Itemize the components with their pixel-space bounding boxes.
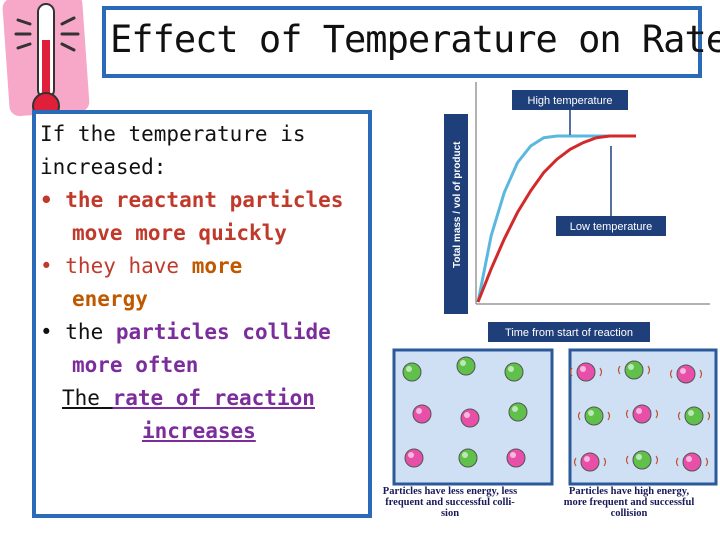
particle-green-shine (628, 364, 634, 370)
particle-pink-shine (580, 366, 586, 372)
motion-lines (625, 455, 659, 465)
body-text: If the temperature is increased: • the r… (40, 118, 370, 448)
caption-low-line-3: sion (440, 508, 460, 519)
particle-green-shine (508, 366, 514, 372)
particle-pink (682, 452, 702, 472)
high-temp-label: High temperature (528, 95, 613, 107)
series-low-line (476, 134, 636, 303)
particle-green (624, 360, 644, 380)
particle-green (632, 450, 652, 470)
intro-line-1: If the temperature is (40, 122, 306, 146)
particle-pink-shine (680, 368, 686, 374)
particle-green (684, 406, 704, 426)
conclusion-line-1: The rate of reaction (40, 382, 370, 415)
particle-green-shine (688, 410, 694, 416)
particle-green (584, 406, 604, 426)
bullet-1-line-1: • the reactant particles (40, 188, 344, 212)
title-frame (102, 6, 702, 78)
y-axis-label: Total mass / vol of product (452, 141, 463, 268)
caption-high-line-3: collision (610, 508, 648, 519)
bullet-3-line-2: more often (72, 353, 199, 377)
caption-low-line-1: Particles have less energy, less (382, 486, 518, 497)
particle-pink-shine (510, 452, 516, 458)
particle-green-shine (636, 454, 642, 460)
particle-pink (676, 364, 696, 384)
particle-pink (580, 452, 600, 472)
bullet-3-line-1: • the particles collide (40, 316, 370, 349)
particle-green-shine (460, 360, 466, 366)
caption-high-line-2: more frequent and successful (563, 497, 695, 508)
rate-chart: Total mass / vol of product High tempera… (444, 82, 710, 342)
particle-green (456, 356, 476, 376)
motion-lines (677, 411, 711, 421)
motion-lines (617, 365, 651, 375)
x-axis-label-box (488, 322, 650, 342)
motion-lines (569, 367, 603, 377)
particle-green (458, 448, 478, 468)
particle-pink-shine (416, 408, 422, 414)
intro-line-2: increased: (40, 155, 167, 179)
particle-green-shine (588, 410, 594, 416)
particle-pink-shine (464, 412, 470, 418)
caption-high-line-1: Particles have high energy, (568, 486, 690, 497)
motion-lines (625, 409, 659, 419)
particle-green (508, 402, 528, 422)
particle-green-shine (512, 406, 518, 412)
particle-pink (576, 362, 596, 382)
particle-green-shine (462, 452, 468, 458)
motion-lines (675, 457, 709, 467)
low-temp-label: Low temperature (570, 221, 653, 233)
conclusion-end: increases (142, 419, 256, 443)
bullet-3-highlight: particles (115, 320, 230, 344)
high-energy-particles (569, 360, 711, 472)
particle-pink (460, 408, 480, 428)
particle-diagrams (392, 348, 718, 486)
low-energy-particles (402, 356, 528, 468)
bullet-2-highlight: more (191, 254, 243, 278)
particle-pink-shine (408, 452, 414, 458)
x-axis-label: Time from start of reaction (505, 327, 633, 339)
y-axis-label-box (444, 114, 468, 314)
particle-pink-shine (636, 408, 642, 414)
bullet-2-text: • they have (40, 254, 192, 278)
particle-pink (404, 448, 424, 468)
bullet-3-text: • the (40, 320, 116, 344)
motion-lines (577, 411, 611, 421)
bullet-2-line-1: • they have more (40, 250, 370, 283)
motion-lines (669, 369, 703, 379)
particle-pink-shine (584, 456, 590, 462)
caption-low: Particles have less energy, less frequen… (370, 486, 530, 519)
text-frame (32, 110, 372, 518)
low-temp-label-box (556, 216, 666, 236)
conclusion-highlight: rate of reaction (112, 386, 315, 410)
conclusion-text: The (62, 386, 113, 410)
particle-pink (632, 404, 652, 424)
particle-pink (506, 448, 526, 468)
conclusion-line-2: increases (40, 415, 370, 448)
particle-pink (412, 404, 432, 424)
series-high-line (476, 134, 636, 303)
page-title: Effect of Temperature on Rate (110, 18, 720, 61)
caption-low-line-2: frequent and successful colli- (385, 497, 515, 508)
bullet-1-line-2: move more quickly (72, 221, 287, 245)
bullet-3-end: collide (229, 320, 331, 344)
motion-lines (573, 457, 607, 467)
particle-green (402, 362, 422, 382)
bullet-2-line-2: energy (72, 287, 148, 311)
particle-pink-shine (686, 456, 692, 462)
particle-green (504, 362, 524, 382)
caption-high: Particles have high energy, more frequen… (546, 486, 712, 519)
thermometer-icon (2, 0, 90, 120)
high-temp-label-box (512, 90, 628, 110)
particle-green-shine (406, 366, 412, 372)
